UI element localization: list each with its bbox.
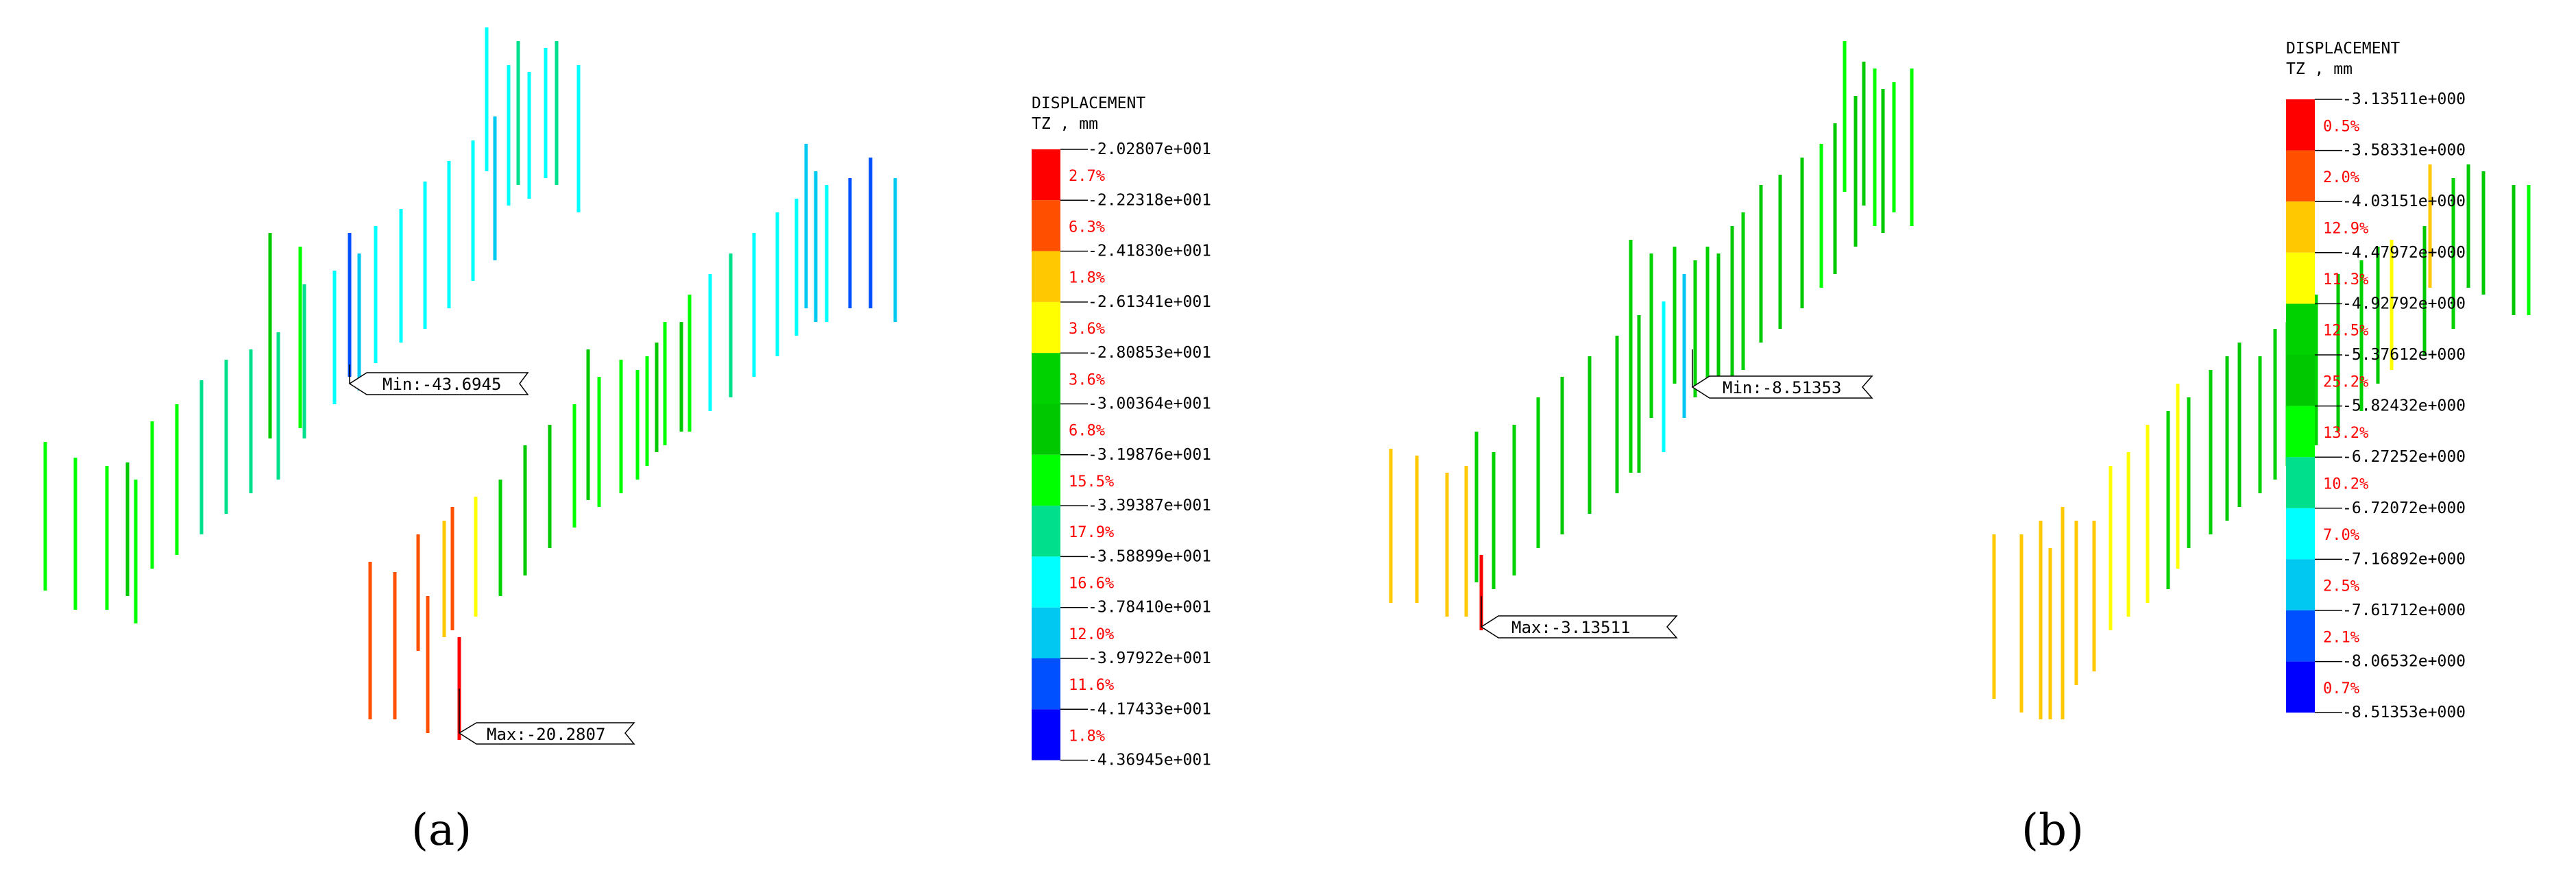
legend-percent: 2.0% xyxy=(2323,169,2359,186)
legend-percent: 11.3% xyxy=(2323,271,2368,288)
legend-percent: 11.6% xyxy=(1069,677,1114,694)
legend-percent: 2.7% xyxy=(1069,168,1105,185)
legend-percent: 1.8% xyxy=(1069,728,1105,745)
max-label-text: Max:-3.13511 xyxy=(1511,618,1630,637)
legend-level: -3.19876e+001 xyxy=(1088,446,1211,464)
legend-percent: 13.2% xyxy=(2323,425,2368,442)
legend-swatch xyxy=(1032,200,1060,251)
min-label-text: Min:-8.51353 xyxy=(1723,378,1841,397)
legend-percent: 6.3% xyxy=(1069,219,1105,236)
legend-title-a: DISPLACEMENT TZ , mm xyxy=(1032,93,1145,134)
legend-swatch xyxy=(1032,353,1060,404)
legend-level: -7.16892e+000 xyxy=(2342,550,2466,568)
legend-swatch xyxy=(2286,99,2315,151)
legend-swatch xyxy=(1032,506,1060,557)
legend-level: -3.97922e+001 xyxy=(1088,649,1211,667)
legend-swatch xyxy=(2286,355,2315,406)
legend-swatch xyxy=(1032,454,1060,506)
legend-level: -6.27252e+000 xyxy=(2342,448,2466,466)
legend-swatch xyxy=(2286,508,2315,560)
legend-percent: 2.1% xyxy=(2323,629,2359,646)
legend-percent: 15.5% xyxy=(1069,473,1114,491)
legend-percent: 1.8% xyxy=(1069,270,1105,287)
legend-level: -2.22318e+001 xyxy=(1088,191,1211,209)
legend-level: -3.13511e+000 xyxy=(2342,90,2466,108)
legend-swatch xyxy=(1032,556,1060,608)
caption-a: (a) xyxy=(411,805,472,856)
legend-level: -5.82432e+000 xyxy=(2342,397,2466,415)
legend-swatch xyxy=(2286,303,2315,355)
legend-percent: 25.2% xyxy=(2323,373,2368,391)
legend-level: -6.72072e+000 xyxy=(2342,499,2466,517)
legend-level: -2.02807e+001 xyxy=(1088,140,1211,158)
legend-swatch xyxy=(2286,150,2315,202)
legend-level: -3.78410e+001 xyxy=(1088,599,1211,617)
legend-percent: 12.9% xyxy=(2323,220,2368,237)
legend-level: -8.06532e+000 xyxy=(2342,653,2466,671)
legend-percent: 12.0% xyxy=(1069,626,1114,643)
legend-percent: 0.7% xyxy=(2323,680,2359,697)
legend-percent: 10.2% xyxy=(2323,475,2368,493)
max-label-text: Max:-20.2807 xyxy=(487,725,605,744)
legend-swatch xyxy=(1032,404,1060,455)
legend-level: -5.37612e+000 xyxy=(2342,346,2466,364)
legend-swatch xyxy=(2286,661,2315,713)
legend-title-line2: TZ , mm xyxy=(2286,60,2353,78)
legend-level: -3.39387e+001 xyxy=(1088,497,1211,515)
max-label-flag xyxy=(458,722,635,745)
max-label-flag xyxy=(1480,615,1678,639)
min-label-flag xyxy=(348,372,529,395)
legend-percent: 2.5% xyxy=(2323,578,2359,595)
min-label: Min:-43.6945 xyxy=(348,364,529,395)
legend-percent: 16.6% xyxy=(1069,575,1114,592)
legend-swatch xyxy=(2286,252,2315,304)
legend-level: -2.41830e+001 xyxy=(1088,243,1211,260)
legend-swatch xyxy=(2286,610,2315,662)
legend-level: -2.61341e+001 xyxy=(1088,293,1211,311)
legend-percent: 3.6% xyxy=(1069,371,1105,388)
legend-percent: 3.6% xyxy=(1069,321,1105,338)
legend-percent: 17.9% xyxy=(1069,524,1114,541)
legend-level: -3.58331e+000 xyxy=(2342,142,2466,160)
legend-level: -4.36945e+001 xyxy=(1088,752,1211,769)
legend-title-line1: DISPLACEMENT xyxy=(1032,95,1146,112)
legend-level: -8.51353e+000 xyxy=(2342,704,2466,721)
max-label: Max:-3.13511 xyxy=(1480,596,1678,639)
legend-swatch xyxy=(1032,149,1060,201)
legend-swatch xyxy=(1032,658,1060,710)
panel-b: 0.5% 2.0% 12.9% 11.3% 12.5% 25.2% 13.2% 10.2% 7.… xyxy=(1288,0,2576,892)
panel-a: 2.7% 6.3% 1.8% 3.6% 3.6% 6.8% 15.5% 17.9% 16.6% 1… xyxy=(43,27,1211,856)
displacement-plot-a: 2.7% 6.3% 1.8% 3.6% 3.6% 6.8% 15.5% 17.9% 16.6% 1… xyxy=(43,27,1211,769)
min-label-flag xyxy=(1691,375,1873,399)
displacement-plot-b: 0.5% 2.0% 12.9% 11.3% 12.5% 25.2% 13.2% 10.2% 7.… xyxy=(1389,41,2531,721)
legend-swatch xyxy=(2286,559,2315,610)
min-label: Min:-8.51353 xyxy=(1691,349,1873,399)
legend-percent: 6.8% xyxy=(1069,423,1105,440)
legend-swatch xyxy=(2286,201,2315,253)
legend-level: -4.17433e+001 xyxy=(1088,700,1211,718)
legend-swatch xyxy=(1032,301,1060,354)
legend-level: -7.61712e+000 xyxy=(2342,602,2466,619)
legend-swatch xyxy=(2286,457,2315,508)
min-label-text: Min:-43.6945 xyxy=(382,375,501,394)
legend-level: -2.80853e+001 xyxy=(1088,344,1211,362)
legend-level: -4.92792e+000 xyxy=(2342,295,2466,312)
legend-percent: 7.0% xyxy=(2323,527,2359,544)
caption-b: (b) xyxy=(2021,805,2084,856)
legend-level: -4.47972e+000 xyxy=(2342,244,2466,262)
legend-swatch xyxy=(1032,709,1060,760)
legend-title-line2: TZ , mm xyxy=(1032,115,1098,133)
legend-percent: 12.5% xyxy=(2323,323,2368,340)
legend-title-b: DISPLACEMENT TZ , mm xyxy=(2286,38,2400,79)
legend-swatch xyxy=(2286,406,2315,458)
legend-swatch xyxy=(1032,607,1060,658)
legend-swatch xyxy=(1032,251,1060,302)
max-label: Max:-20.2807 xyxy=(458,689,635,745)
legend-percent: 0.5% xyxy=(2323,118,2359,135)
legend-level: -3.58899e+001 xyxy=(1088,547,1211,565)
legend-level: -4.03151e+000 xyxy=(2342,193,2466,210)
legend-level: -3.00364e+001 xyxy=(1088,395,1211,413)
legend-title-line1: DISPLACEMENT xyxy=(2286,40,2401,58)
